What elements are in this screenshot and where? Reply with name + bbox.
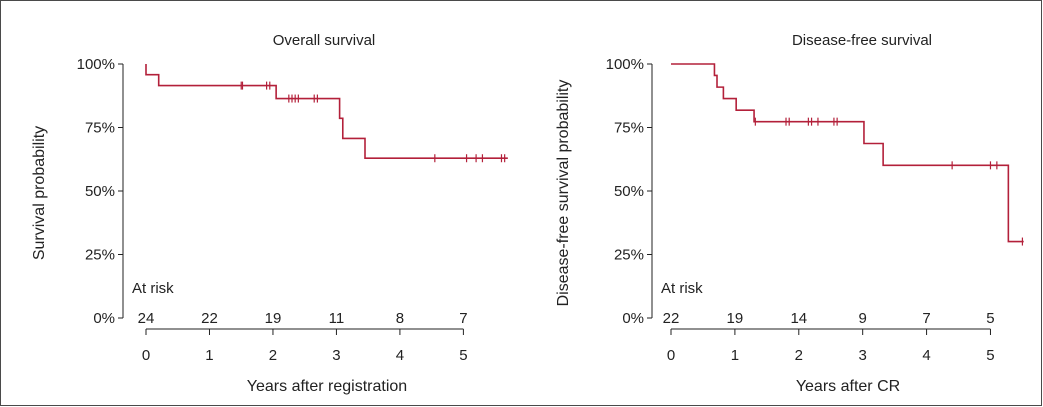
at-risk-count: 9 [859, 310, 867, 327]
at-risk-label: At risk [661, 280, 703, 297]
overall-survival-panel: Overall survival Survival probability Ye… [31, 32, 508, 395]
x-tick-label: 3 [859, 347, 867, 364]
x-axis-label: Years after CR [796, 378, 900, 395]
x-axis-label: Years after registration [247, 378, 407, 395]
y-tick-label: 100% [606, 56, 644, 73]
y-tick-label: 50% [85, 183, 115, 200]
chart-title: Disease-free survival [792, 32, 932, 49]
at-risk-count: 5 [986, 310, 994, 327]
y-tick-label: 25% [85, 247, 115, 264]
survival-curve [145, 64, 508, 160]
x-tick-label: 1 [205, 347, 213, 364]
x-tick-label: 0 [667, 347, 675, 364]
at-risk-count: 19 [727, 310, 744, 327]
y-tick-label: 0% [93, 310, 115, 327]
disease-free-survival-panel: Disease-free survival Disease-free survi… [555, 32, 1024, 395]
survival-curve [671, 63, 1024, 243]
at-risk-count: 8 [396, 310, 404, 327]
y-tick-label: 25% [614, 247, 644, 264]
y-axis-label: Disease-free survival probability [555, 80, 572, 307]
at-risk-count: 22 [201, 310, 218, 327]
y-tick-label: 75% [85, 120, 115, 137]
chart-title: Overall survival [273, 32, 376, 49]
at-risk-count: 22 [663, 310, 680, 327]
x-tick-label: 4 [922, 347, 930, 364]
x-tick-label: 1 [731, 347, 739, 364]
at-risk-count: 24 [138, 310, 155, 327]
x-tick-label: 3 [332, 347, 340, 364]
at-risk-count: 11 [329, 310, 345, 327]
at-risk-count: 7 [922, 310, 930, 327]
x-tick-label: 5 [459, 347, 467, 364]
x-tick-label: 4 [396, 347, 404, 364]
x-tick-label: 2 [269, 347, 277, 364]
at-risk-count: 14 [790, 310, 807, 327]
x-tick-label: 2 [795, 347, 803, 364]
y-axis-label: Survival probability [31, 126, 48, 260]
y-tick-label: 75% [614, 120, 644, 137]
y-tick-label: 100% [77, 56, 115, 73]
x-tick-label: 5 [986, 347, 994, 364]
at-risk-count: 19 [265, 310, 282, 327]
y-tick-label: 50% [614, 183, 644, 200]
y-tick-label: 0% [622, 310, 644, 327]
at-risk-count: 7 [459, 310, 467, 327]
at-risk-label: At risk [132, 280, 174, 297]
x-tick-label: 0 [142, 347, 150, 364]
